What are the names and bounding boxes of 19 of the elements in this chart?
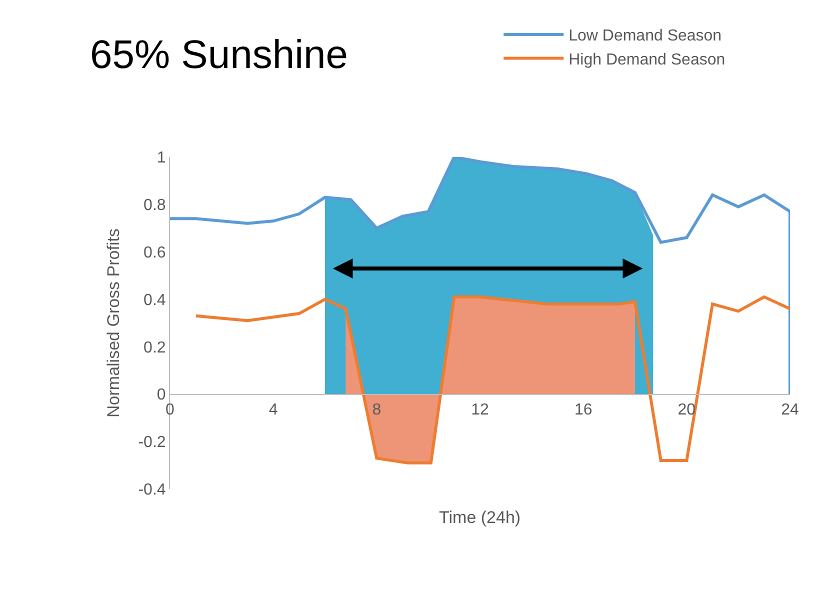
x-tick-label: 12	[471, 401, 489, 418]
x-tick-label: 16	[574, 401, 592, 418]
y-tick-label: 0.4	[144, 292, 166, 309]
y-tick-label: 0.8	[144, 197, 166, 214]
legend-label: Low Demand Season	[568, 28, 722, 45]
x-tick-label: 8	[372, 401, 382, 418]
y-tick-label: 0.2	[144, 339, 166, 356]
y-tick-label: 0	[156, 386, 166, 404]
y-tick-label: 0.6	[144, 244, 166, 262]
line-series	[170, 157, 790, 396]
legend-label: High Demand Season	[568, 52, 726, 68]
y-tick-label: 1	[156, 150, 166, 167]
y-tick-label: -0.4	[138, 482, 166, 499]
x-tick-label: 4	[268, 401, 278, 418]
x-axis-title: Time (24h)	[439, 508, 521, 527]
y-axis-title: Normalised Gross Profits	[104, 228, 123, 418]
chart-title: 65% Sunshine	[90, 33, 348, 77]
x-tick-label: 24	[781, 401, 799, 418]
y-tick-label: -0.2	[138, 434, 166, 452]
